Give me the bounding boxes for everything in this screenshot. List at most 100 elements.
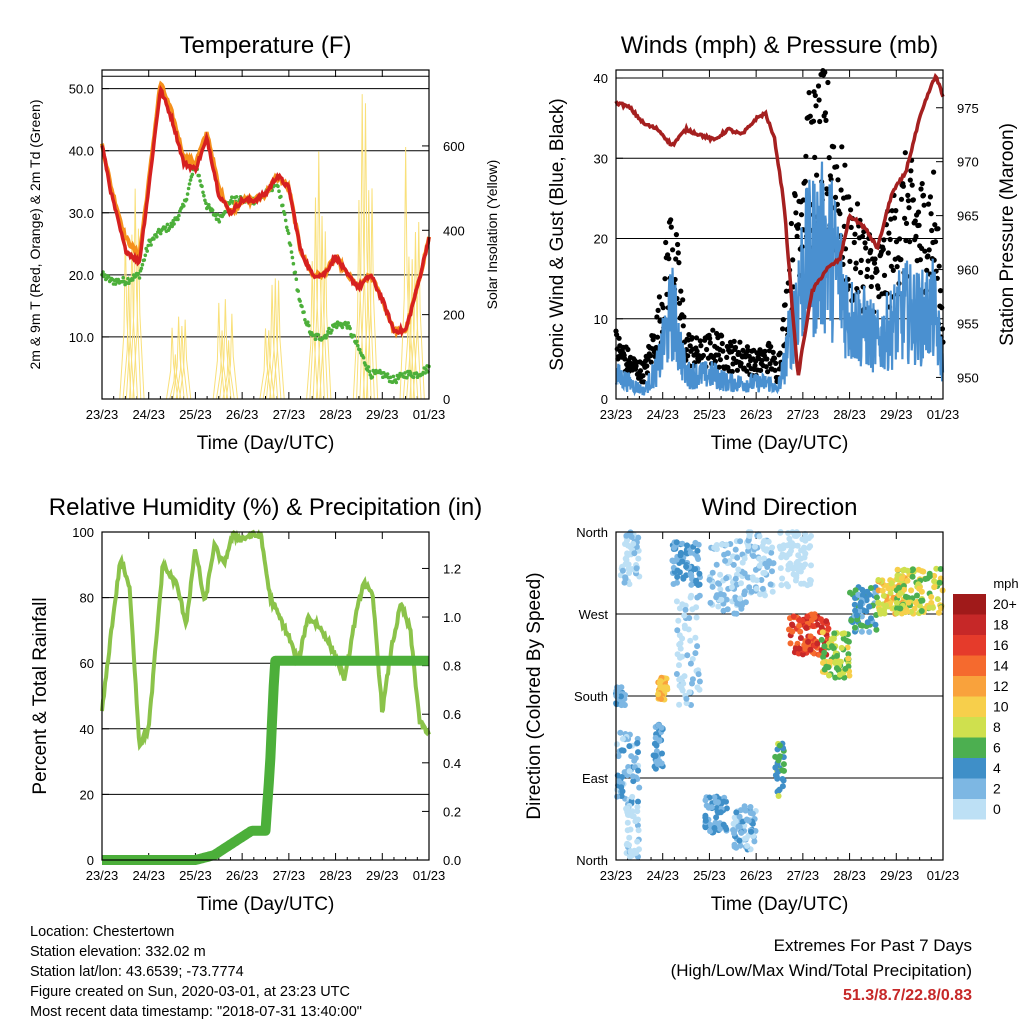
dewpoint-point (346, 321, 351, 325)
gust-point (648, 359, 654, 365)
wind-direction-point (684, 542, 690, 549)
wind-direction-point (659, 750, 665, 757)
gust-point (853, 260, 859, 266)
gust-point (777, 350, 783, 356)
wind-direction-point (718, 541, 725, 548)
wind-direction-point (760, 570, 767, 576)
gust-point (704, 346, 710, 353)
dewpoint-point (197, 173, 201, 178)
wind-direction-point (674, 627, 681, 634)
wind-direction-point (762, 592, 768, 599)
wind-direction-point (673, 539, 680, 546)
wind-direction-point (866, 603, 873, 610)
gust-point (815, 83, 822, 89)
dewpoint-point (293, 270, 298, 275)
wind-direction-point (673, 598, 680, 605)
legend-swatch (953, 635, 986, 656)
solar-insolation-spike (129, 188, 142, 400)
wind-direction-point (807, 633, 814, 640)
y-tick-label: North (576, 853, 608, 868)
gust-point (912, 218, 918, 224)
x-tick-label: 26/23 (226, 407, 259, 422)
gust-point (885, 250, 891, 256)
wind-direction-point (744, 574, 751, 581)
legend-label: 12 (993, 678, 1009, 694)
solar-insolation-spike (402, 256, 416, 400)
wind-direction-point (832, 658, 839, 665)
legend-swatch (953, 655, 986, 676)
wind-direction-point (702, 797, 709, 804)
wind-direction-point (918, 588, 925, 595)
wind-direction-point (629, 808, 636, 815)
gust-point (764, 356, 770, 362)
wind-direction-point (626, 768, 633, 775)
gust-point (651, 349, 658, 355)
wind-direction-point (634, 740, 641, 746)
dewpoint-point (355, 339, 359, 344)
y-tick-label: 40 (80, 722, 94, 737)
dewpoint-point (289, 250, 294, 254)
wind-direction-point (744, 842, 751, 849)
dewpoint-point (177, 213, 181, 218)
solar-insolation-spike (272, 280, 285, 400)
dewpoint-point (136, 271, 141, 276)
wind-direction-point (866, 629, 873, 635)
wind-direction-point (745, 817, 752, 824)
dewpoint-point (327, 326, 331, 331)
gust-point (881, 237, 887, 243)
wind-direction-point (893, 610, 900, 617)
wind-direction-point (619, 788, 626, 795)
gust-point (839, 144, 845, 150)
gust-point (925, 253, 931, 259)
x-tick-label: 29/23 (366, 868, 399, 883)
wind-direction-point (738, 829, 745, 836)
wind-direction-point (868, 585, 874, 591)
x-tick-label: 23/23 (86, 407, 119, 422)
y-right-tick-label: 200 (443, 308, 465, 323)
wind-direction-point (779, 767, 786, 774)
wind-direction-point (828, 636, 835, 643)
wind-direction-point (836, 671, 843, 678)
solar-insolation-spike (352, 199, 366, 400)
wind-direction-point (797, 628, 804, 635)
wind-direction-point (702, 817, 709, 824)
wind-direction-point (689, 656, 696, 662)
wind-direction-point (677, 645, 684, 652)
dewpoint-point (388, 375, 393, 380)
x-tick-label: 25/23 (179, 407, 212, 422)
dewpoint-point (282, 212, 287, 216)
dewpoint-point (188, 178, 193, 182)
wind-direction-point (937, 566, 944, 572)
wind-direction-point (772, 764, 779, 771)
gust-point (790, 257, 796, 263)
wind-direction-point (712, 819, 719, 826)
extremes-title: Extremes For Past 7 Days (773, 936, 972, 955)
dewpoint-point (294, 277, 299, 282)
x-tick-label: 26/23 (226, 868, 259, 883)
gust-point (835, 177, 841, 183)
wind-direction-point (858, 628, 865, 635)
panel-title: Wind Direction (701, 494, 857, 521)
gust-point (655, 307, 661, 313)
wind-direction-point (696, 678, 703, 685)
y-tick-label: 60 (80, 656, 94, 671)
dewpoint-point (411, 375, 416, 380)
gust-point (694, 348, 700, 354)
dewpoint-point (408, 371, 413, 375)
dewpoint-point (203, 198, 207, 203)
solar-insolation-spike (125, 234, 139, 400)
wind-direction-point (797, 635, 804, 641)
wind-direction-point (683, 695, 690, 702)
solar-insolation-spike (269, 278, 282, 400)
wind-direction-point (745, 547, 752, 554)
legend-label: 2 (993, 781, 1001, 797)
y-right-tick-label: 0.8 (443, 659, 461, 674)
extremes-panel: Extremes For Past 7 Days (High/Low/Max W… (671, 933, 972, 1008)
wind-direction-point (745, 537, 752, 544)
wind-direction-point (806, 577, 813, 583)
wind-direction-point (795, 552, 802, 559)
dewpoint-point (217, 220, 222, 224)
dewpoint-point (298, 299, 302, 303)
wind-direction-point (706, 576, 713, 583)
wind-direction-point (851, 601, 858, 608)
